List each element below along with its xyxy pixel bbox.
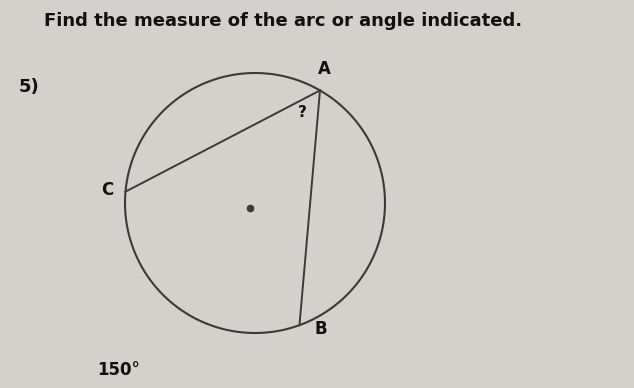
Text: C: C	[101, 181, 113, 199]
Text: A: A	[318, 61, 330, 78]
Text: ?: ?	[297, 105, 306, 120]
Text: B: B	[314, 320, 327, 338]
Text: 150°: 150°	[97, 361, 140, 379]
Text: Find the measure of the arc or angle indicated.: Find the measure of the arc or angle ind…	[44, 12, 522, 29]
Text: 5): 5)	[19, 78, 40, 95]
